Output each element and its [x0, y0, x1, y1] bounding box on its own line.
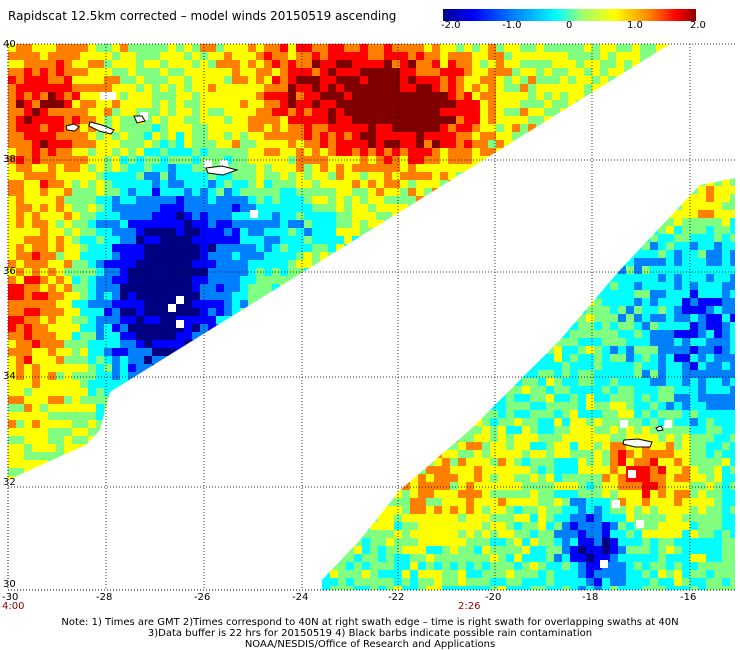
island-outline	[655, 425, 664, 432]
island-outline	[133, 115, 146, 124]
note-line: 3)Data buffer is 22 hrs for 20150519 4) …	[147, 628, 593, 639]
note-line: Note: 1) Times are GMT 2)Times correspon…	[61, 617, 679, 628]
note-line: NOAA/NESDIS/Office of Research and Appli…	[244, 639, 496, 650]
right-swath-data	[322, 178, 735, 590]
swath-time-label: 4:00	[2, 601, 25, 612]
longitude-label: -16	[680, 592, 697, 603]
colorbar-tick-label: 1.0	[627, 20, 643, 31]
island-outline	[65, 123, 80, 132]
swath-time-label: 2:26	[458, 601, 481, 612]
latitude-label: 32	[3, 477, 16, 488]
island-outline	[622, 438, 653, 448]
colorbar-tick-label: 0	[566, 20, 573, 31]
map-title: Rapidscat 12.5km corrected – model winds…	[8, 9, 397, 23]
latitude-label: 40	[3, 39, 16, 50]
longitude-label: -20	[485, 592, 502, 603]
latitude-label: 36	[3, 266, 16, 277]
colorbar-tick-label: -1.0	[502, 20, 522, 31]
island-outline	[205, 165, 239, 176]
graticule	[8, 43, 735, 590]
colorbar-tick-label: 2.0	[690, 20, 706, 31]
latitude-label: 38	[3, 154, 16, 165]
island-outline	[88, 121, 115, 135]
longitude-label: -28	[96, 592, 113, 603]
longitude-label: -30	[2, 592, 19, 603]
latitude-label: 30	[3, 579, 16, 590]
colorbar-tick-label: -2.0	[441, 20, 461, 31]
longitude-label: -22	[388, 592, 405, 603]
latitude-label: 34	[3, 371, 16, 382]
longitude-label: -26	[194, 592, 211, 603]
longitude-label: -24	[292, 592, 309, 603]
longitude-label: -18	[582, 592, 599, 603]
